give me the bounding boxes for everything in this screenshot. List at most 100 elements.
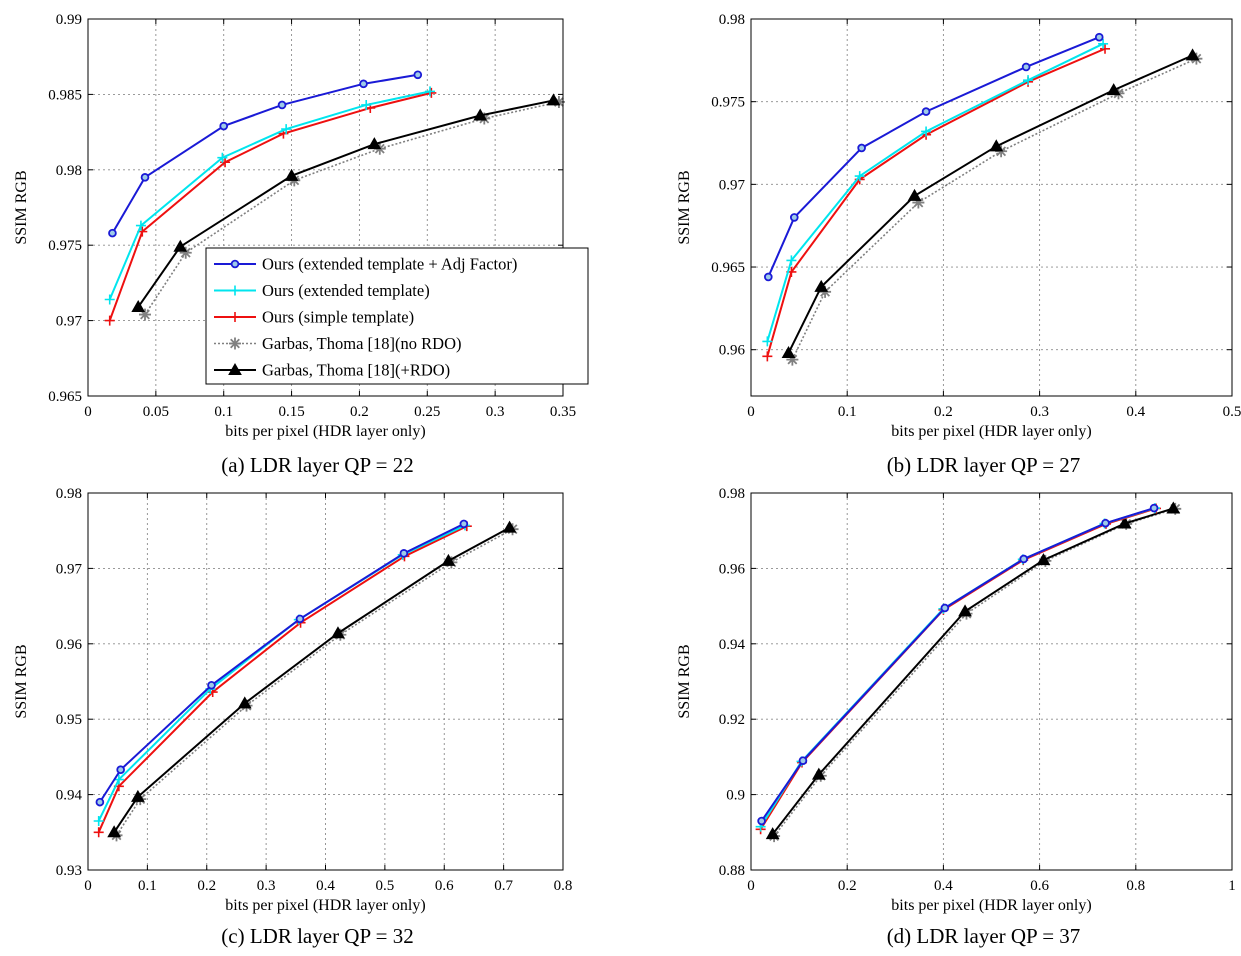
series-5-point [237,696,252,709]
series-2-point [1098,38,1109,49]
series-5-point [1036,553,1051,566]
series-2-point [281,124,292,135]
series-5 [765,501,1181,840]
legend-label: Ours (simple template) [262,308,414,327]
series-1 [108,70,423,238]
series-1-point [108,228,117,238]
x-axis-label: bits per pixel (HDR layer only) [891,423,1091,440]
series-line [144,101,560,316]
panel-caption: (d) LDR layer QP = 37 [887,924,1081,948]
y-axis-label: SSIM RGB [676,644,693,718]
y-tick-label: 0.985 [48,87,82,103]
series-5-point [546,93,561,106]
series-5-point [131,300,146,313]
series-2-point [361,99,372,110]
panel-caption: (a) LDR layer QP = 22 [221,453,413,477]
series-line [115,528,513,836]
axes-frame [87,18,564,397]
series-5-point [1117,516,1132,529]
series-line [97,524,466,822]
legend-1-point [230,259,240,269]
series-1 [95,519,469,807]
series-line [791,57,1197,360]
y-axis-label: SSIM RGB [13,644,30,718]
series-1-point [1094,32,1104,42]
series-1-point [921,107,931,116]
x-tick-label: 0.7 [494,878,513,894]
series-2-point [135,220,146,231]
x-tick-label: 0.15 [278,404,304,420]
series-2-point [854,171,865,182]
x-tick-label: 1 [1228,878,1236,894]
series-5-point [473,108,488,121]
legend-label: Ours (extended template + Adj Factor) [262,255,517,274]
series-5-point [781,346,796,359]
axes-frame [87,492,564,871]
x-tick-label: 0.8 [554,878,573,894]
series-3-point [426,87,437,98]
legend-2-point [230,285,240,296]
legend-label: Garbas, Thoma [18](+RDO) [262,361,450,380]
axes-frame [750,18,1233,397]
chart-panel-1: 0 0.05 0.1 0.15 0.2 0.25 0.3 0.35 0.965 0.97 0.975… [13,12,589,477]
series-5-point [814,279,829,292]
x-tick-label: 0.5 [1223,404,1241,420]
series-line [767,36,1100,278]
y-tick-label: 0.93 [56,863,82,879]
series-2-point [762,336,773,347]
x-tick-label: 0.4 [1126,404,1145,420]
x-tick-label: 0 [84,878,92,894]
y-tick-label: 0.96 [56,637,83,653]
series-1-point [764,272,773,282]
series-4-point [786,353,799,366]
series-line [108,91,432,321]
series-5-point [1106,83,1121,96]
x-axis-label: bits per pixel (HDR layer only) [225,897,425,914]
legend-label: Ours (extended template) [262,281,430,300]
x-tick-label: 0.3 [486,404,505,420]
series-5-point [131,789,145,802]
legend-entry: Garbas, Thoma [18](+RDO) [214,361,450,380]
legend-entry: Ours (extended template + Adj Factor) [214,255,517,274]
series-line [771,507,1174,835]
axes-frame [750,492,1233,871]
series-5-point [367,137,382,150]
series-1-point [757,816,766,826]
y-tick-label: 0.97 [56,314,83,330]
x-tick-label: 0.2 [350,404,369,420]
x-tick-label: 0.2 [934,404,953,420]
series-5-point [907,188,922,201]
series-5-point [1185,48,1200,61]
series-line [113,526,511,833]
series-1-point [359,79,368,89]
series-1-point [116,765,125,775]
series-4-point [552,95,565,108]
series-1-point [219,121,229,131]
series-1-point [789,213,799,222]
y-tick-label: 0.965 [711,260,745,276]
y-tick-label: 0.97 [56,561,83,577]
x-tick-label: 0.5 [376,878,395,894]
series-5 [131,93,561,313]
series-5-point [1166,501,1181,514]
chart-panel-4: 0 0.2 0.4 0.6 0.8 1 0.88 0.9 0.92 0.94 0.96 0.98 bit… [676,486,1236,948]
series-5-point [811,767,826,780]
chart-panel-2: 0 0.1 0.2 0.3 0.4 0.5 0.96 0.965 0.97 0.975 0.98 bi… [676,12,1241,477]
x-axis-label: bits per pixel (HDR layer only) [891,897,1091,914]
legend-entry: Garbas, Thoma [18](no RDO) [214,334,461,353]
x-tick-label: 0.3 [257,878,276,894]
y-tick-label: 0.98 [56,163,82,179]
y-tick-label: 0.965 [48,389,82,405]
series-5-point [173,239,188,252]
series-2-point [217,152,228,163]
series-1-point [95,797,105,807]
series-2-point [93,815,104,826]
series-1-point [1021,62,1031,72]
y-tick-label: 0.95 [56,712,82,728]
legend: Ours (extended template + Adj Factor) Our… [205,247,589,385]
y-tick-label: 0.92 [719,712,745,728]
series-5-point [107,825,121,838]
series-2 [104,86,435,305]
series-1-point [207,680,216,690]
